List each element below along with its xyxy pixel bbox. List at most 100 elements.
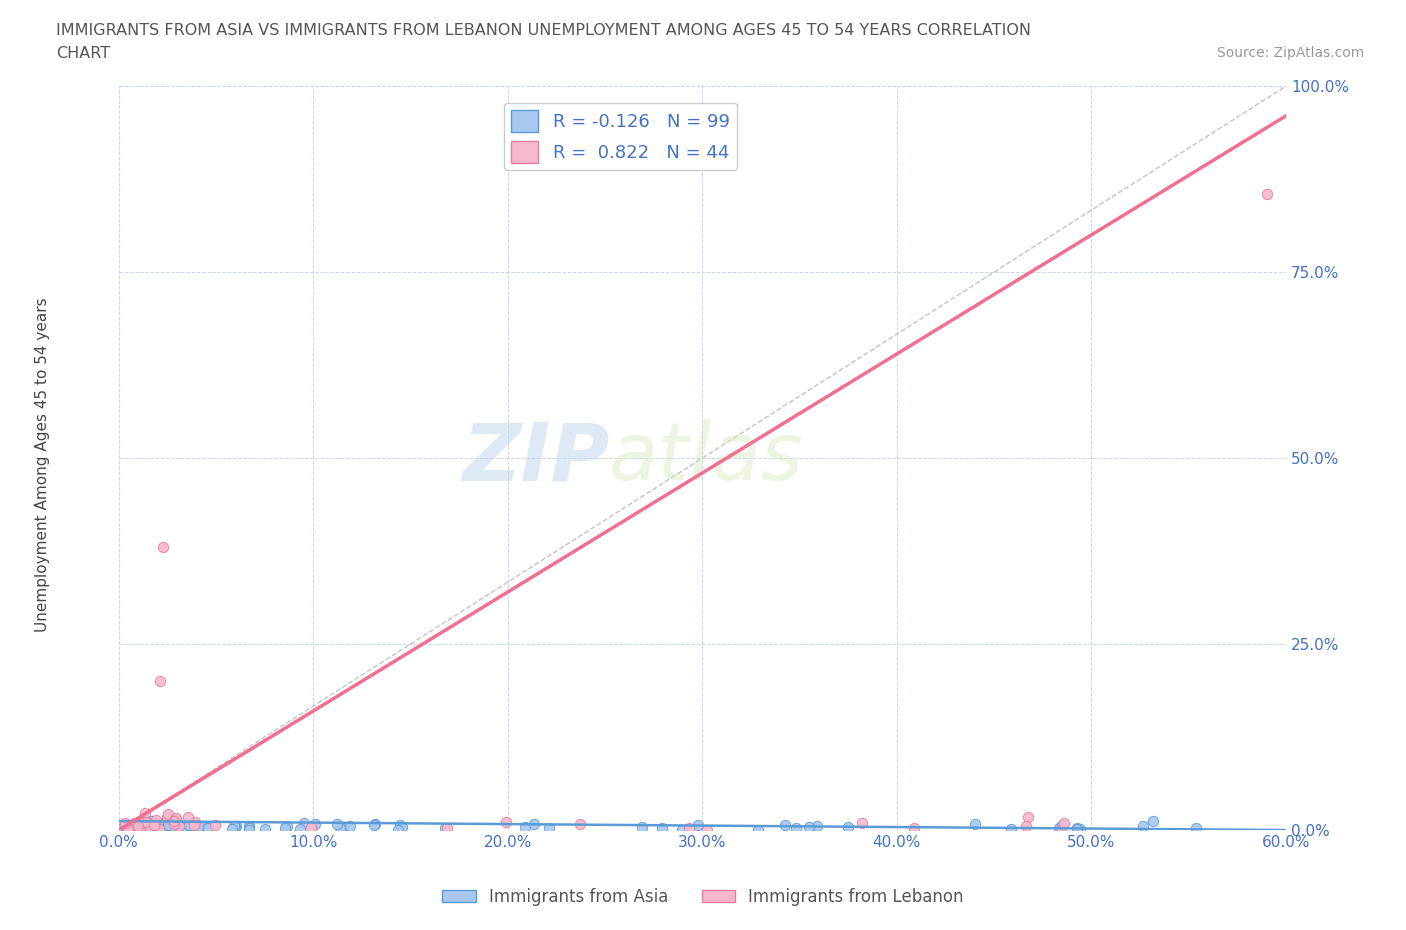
Point — [131, 822, 153, 837]
Point — [187, 818, 209, 833]
Point — [173, 819, 195, 834]
Point — [156, 806, 179, 821]
Point — [163, 822, 186, 837]
Point — [785, 820, 807, 835]
Point — [1050, 822, 1073, 837]
Point — [276, 818, 298, 833]
Point — [124, 822, 146, 837]
Point — [142, 819, 165, 834]
Point — [118, 821, 141, 836]
Point — [747, 822, 769, 837]
Point — [195, 820, 218, 835]
Point — [145, 817, 167, 832]
Point — [678, 821, 700, 836]
Point — [129, 822, 152, 837]
Text: atlas: atlas — [609, 419, 804, 497]
Point — [1047, 820, 1070, 835]
Point — [329, 821, 352, 836]
Point — [121, 822, 143, 837]
Point — [134, 813, 156, 828]
Point — [174, 817, 197, 832]
Text: ZIP: ZIP — [461, 419, 609, 497]
Point — [1185, 820, 1208, 835]
Point — [149, 674, 172, 689]
Point — [238, 822, 260, 837]
Point — [523, 817, 546, 831]
Point — [127, 819, 149, 834]
Point — [851, 816, 873, 830]
Point — [122, 816, 145, 830]
Point — [903, 820, 925, 835]
Point — [1050, 817, 1073, 832]
Point — [1142, 814, 1164, 829]
Point — [131, 818, 153, 833]
Point — [184, 815, 207, 830]
Point — [117, 819, 139, 834]
Point — [1069, 821, 1091, 836]
Point — [363, 817, 385, 832]
Point — [149, 816, 172, 830]
Point — [160, 819, 183, 834]
Point — [686, 817, 709, 832]
Point — [122, 818, 145, 833]
Point — [299, 819, 322, 834]
Point — [292, 816, 315, 830]
Point — [1132, 818, 1154, 833]
Text: CHART: CHART — [56, 46, 110, 61]
Point — [124, 820, 146, 835]
Text: Source: ZipAtlas.com: Source: ZipAtlas.com — [1216, 46, 1364, 60]
Point — [134, 821, 156, 836]
Point — [183, 817, 205, 832]
Point — [1066, 821, 1088, 836]
Point — [304, 817, 326, 831]
Point — [179, 817, 201, 832]
Point — [135, 820, 157, 835]
Point — [274, 820, 297, 835]
Point — [631, 819, 654, 834]
Point — [125, 822, 148, 837]
Point — [288, 821, 311, 836]
Text: Unemployment Among Ages 45 to 54 years: Unemployment Among Ages 45 to 54 years — [35, 298, 49, 632]
Point — [139, 821, 162, 836]
Point — [131, 818, 153, 833]
Point — [156, 818, 179, 833]
Point — [1000, 821, 1022, 836]
Point — [166, 817, 188, 831]
Point — [238, 818, 260, 833]
Point — [141, 819, 163, 834]
Legend: R = -0.126   N = 99, R =  0.822   N = 44: R = -0.126 N = 99, R = 0.822 N = 44 — [505, 102, 737, 170]
Point — [513, 819, 536, 834]
Point — [146, 820, 169, 835]
Point — [671, 822, 693, 837]
Point — [114, 816, 136, 830]
Point — [179, 820, 201, 835]
Point — [143, 821, 166, 836]
Point — [187, 820, 209, 835]
Point — [253, 821, 276, 836]
Point — [138, 817, 160, 831]
Point — [1053, 816, 1076, 830]
Point — [145, 813, 167, 828]
Point — [221, 821, 243, 836]
Point — [163, 812, 186, 827]
Point — [181, 822, 204, 837]
Point — [325, 817, 347, 831]
Point — [111, 821, 134, 836]
Point — [391, 819, 413, 834]
Point — [120, 821, 142, 836]
Point — [364, 817, 387, 831]
Point — [651, 820, 673, 835]
Point — [143, 821, 166, 836]
Point — [204, 817, 226, 832]
Point — [134, 805, 156, 820]
Point — [141, 814, 163, 829]
Point — [143, 817, 166, 832]
Point — [132, 815, 155, 830]
Point — [162, 813, 184, 828]
Point — [118, 821, 141, 836]
Point — [387, 823, 409, 838]
Point — [139, 817, 162, 832]
Point — [569, 817, 592, 831]
Point — [111, 820, 134, 835]
Point — [108, 821, 131, 836]
